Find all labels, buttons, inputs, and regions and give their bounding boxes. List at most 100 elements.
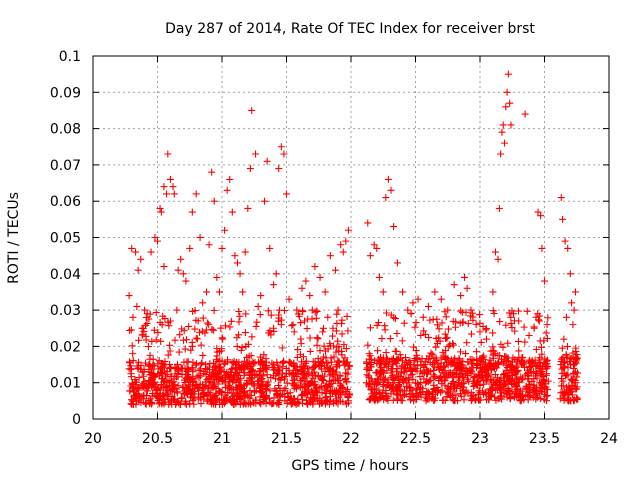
data-point — [366, 252, 374, 260]
data-point — [536, 385, 544, 393]
data-point — [337, 389, 345, 397]
data-point — [388, 365, 396, 373]
data-point — [492, 379, 500, 386]
data-point — [427, 349, 435, 357]
data-point — [156, 204, 164, 212]
data-point — [281, 397, 289, 405]
data-point — [204, 319, 212, 327]
data-point — [398, 337, 406, 345]
data-point — [528, 362, 536, 370]
data-point — [346, 362, 354, 370]
data-point — [231, 252, 239, 260]
data-point — [382, 387, 390, 395]
data-points — [125, 70, 582, 408]
data-point — [365, 381, 373, 389]
data-point — [499, 121, 507, 129]
data-point — [185, 322, 193, 330]
data-point — [402, 383, 410, 391]
data-point — [150, 371, 158, 379]
data-point — [278, 344, 286, 352]
data-point — [221, 379, 229, 387]
data-point — [459, 318, 467, 326]
data-point — [437, 295, 445, 303]
data-point — [268, 359, 276, 367]
data-point — [170, 384, 178, 392]
data-point — [335, 358, 343, 366]
data-point — [383, 309, 391, 317]
data-point — [192, 361, 200, 369]
data-point — [135, 374, 143, 382]
data-point — [258, 388, 266, 396]
data-point — [313, 341, 321, 349]
data-point — [316, 273, 324, 281]
data-point — [458, 383, 466, 391]
data-point — [246, 374, 254, 382]
data-point — [210, 326, 218, 334]
data-point — [149, 372, 157, 380]
chart-title: Day 287 of 2014, Rate Of TEC Index for r… — [165, 21, 535, 37]
data-point — [211, 380, 219, 388]
data-point — [424, 302, 432, 310]
data-point — [233, 259, 241, 267]
data-point — [519, 361, 527, 369]
data-point — [571, 377, 579, 385]
data-point — [314, 396, 322, 404]
data-point — [250, 360, 258, 368]
data-point — [236, 270, 244, 278]
data-point — [218, 395, 226, 403]
x-tick-label: 23.5 — [529, 431, 560, 447]
data-point — [507, 394, 515, 402]
data-point — [211, 362, 219, 370]
data-point — [464, 320, 472, 328]
data-point — [301, 387, 309, 395]
data-point — [567, 388, 575, 396]
data-point — [191, 387, 199, 395]
data-point — [309, 363, 317, 371]
data-point — [444, 325, 452, 333]
data-point — [476, 357, 484, 365]
data-point — [372, 369, 380, 377]
data-point — [543, 334, 551, 342]
data-point — [375, 395, 383, 403]
data-point — [422, 366, 430, 374]
data-point — [535, 389, 543, 397]
data-point — [430, 366, 438, 374]
data-point — [129, 313, 137, 321]
data-point — [446, 392, 454, 400]
data-point — [196, 234, 204, 241]
data-point — [235, 318, 243, 326]
data-point — [481, 363, 489, 371]
data-point — [387, 390, 395, 398]
data-point — [323, 383, 331, 391]
data-point — [570, 361, 578, 369]
data-point — [449, 340, 457, 348]
data-point — [248, 379, 256, 387]
data-point — [378, 335, 386, 343]
data-point — [224, 356, 232, 364]
data-point — [306, 380, 314, 388]
data-point — [458, 308, 466, 316]
data-point — [221, 226, 229, 234]
data-point — [275, 364, 283, 372]
data-point — [286, 396, 294, 404]
data-point — [141, 378, 149, 386]
data-point — [366, 324, 374, 332]
data-point — [225, 384, 233, 392]
data-point — [452, 391, 460, 399]
data-point — [398, 397, 406, 405]
data-point — [431, 373, 439, 381]
data-point — [256, 371, 264, 379]
data-point — [502, 389, 510, 397]
data-point — [413, 356, 421, 364]
data-point — [404, 306, 412, 314]
data-point — [252, 150, 260, 158]
data-point — [166, 341, 174, 349]
data-point — [241, 329, 249, 337]
data-point — [384, 378, 392, 386]
data-point — [187, 377, 195, 385]
data-point — [557, 194, 565, 202]
data-point — [469, 382, 477, 390]
data-point — [184, 388, 192, 396]
data-point — [131, 376, 139, 384]
data-point — [480, 355, 488, 363]
